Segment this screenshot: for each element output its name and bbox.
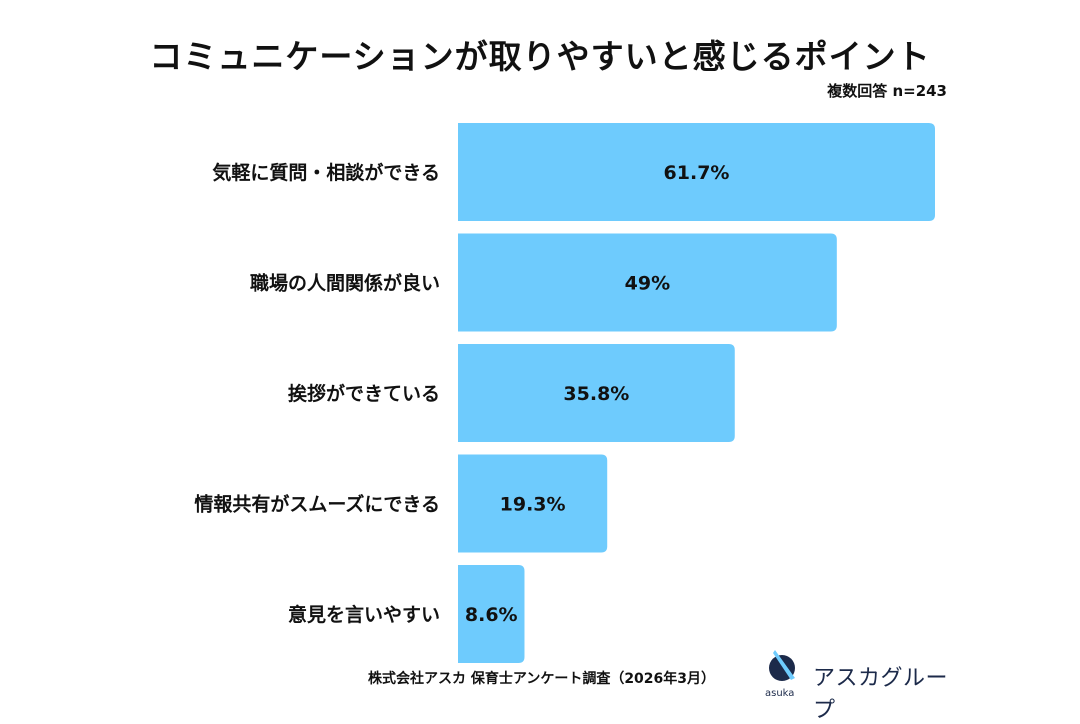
bar-1 bbox=[458, 123, 935, 221]
bar-2 bbox=[458, 233, 837, 332]
asuka-logo-icon: asuka bbox=[765, 650, 795, 699]
brand-logo-group: asuka アスカグループ bbox=[765, 648, 955, 723]
category-label-1: 気軽に質問・相談ができる bbox=[212, 161, 440, 184]
bar-5 bbox=[458, 565, 525, 663]
bar-3 bbox=[458, 344, 735, 442]
chart-subtitle: 複数回答 n=243 bbox=[827, 82, 947, 100]
value-label-3: 35.8% bbox=[563, 383, 629, 405]
chart-title: コミュニケーションが取りやすいと感じるポイント bbox=[149, 37, 931, 76]
logo-text: asuka bbox=[765, 688, 794, 699]
value-label-5: 8.6% bbox=[465, 604, 518, 626]
brand-name: アスカグループ bbox=[813, 666, 949, 723]
bars-layer: 気軽に質問・相談ができる 61.7% 職場の人間関係が良い 49% 挨拶ができている 35… bbox=[194, 123, 935, 663]
value-label-1: 61.7% bbox=[664, 162, 730, 184]
value-label-2: 49% bbox=[625, 273, 670, 295]
bar-4 bbox=[458, 454, 608, 553]
value-label-4: 19.3% bbox=[500, 494, 566, 516]
source-note: 株式会社アスカ 保育士アンケート調査（2026年3月） bbox=[368, 671, 716, 687]
category-label-3: 挨拶ができている bbox=[288, 382, 440, 405]
category-label-2: 職場の人間関係が良い bbox=[250, 272, 440, 295]
category-label-4: 情報共有がスムーズにできる bbox=[194, 493, 440, 516]
category-label-5: 意見を言いやすい bbox=[288, 603, 440, 626]
